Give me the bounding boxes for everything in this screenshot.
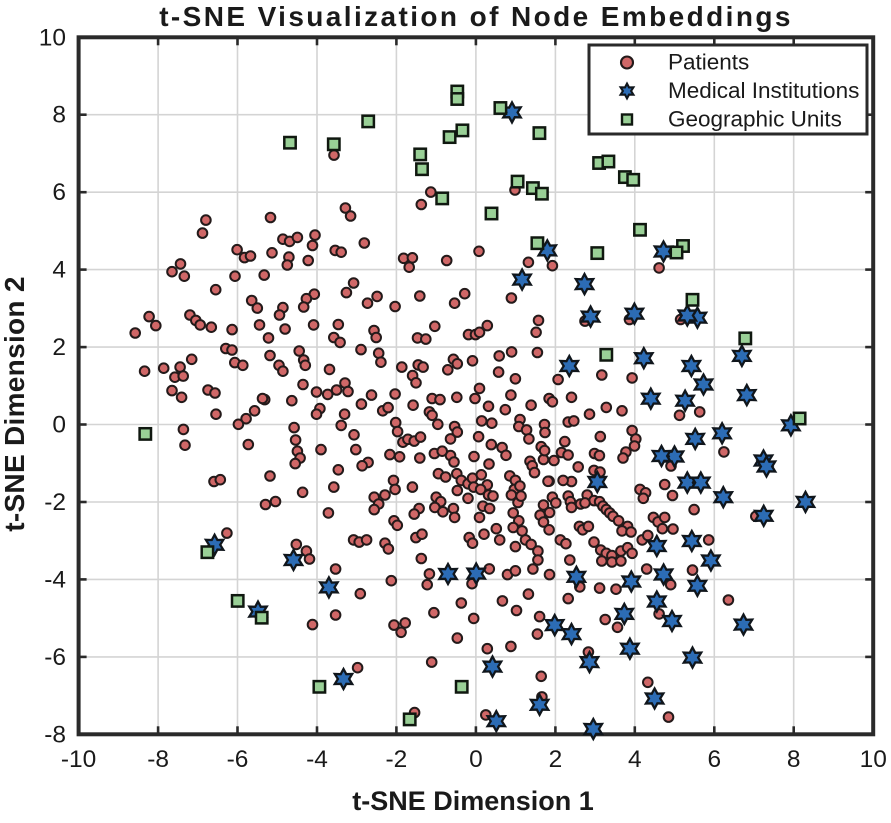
svg-text:6: 6 [707,746,721,773]
svg-text:-6: -6 [227,746,249,773]
svg-text:0: 0 [469,746,483,773]
svg-text:-2: -2 [386,746,408,773]
svg-text:4: 4 [628,746,642,773]
svg-text:2: 2 [52,334,66,361]
svg-text:t-SNE Visualization of Node Em: t-SNE Visualization of Node Embeddings [159,1,793,32]
svg-text:2: 2 [549,746,563,773]
svg-text:t-SNE Dimension 2: t-SNE Dimension 2 [0,276,30,532]
svg-text:Geographic Units: Geographic Units [668,107,842,132]
svg-text:-6: -6 [44,644,66,671]
svg-text:8: 8 [787,746,801,773]
svg-text:-8: -8 [147,746,169,773]
svg-text:Medical Institutions: Medical Institutions [668,78,859,103]
svg-text:-10: -10 [61,746,96,773]
svg-text:-2: -2 [44,489,66,516]
svg-text:-8: -8 [44,721,66,748]
svg-text:10: 10 [860,746,887,773]
svg-text:t-SNE Dimension 1: t-SNE Dimension 1 [352,786,594,816]
svg-text:6: 6 [52,179,66,206]
svg-text:-4: -4 [44,566,66,593]
svg-text:10: 10 [39,24,66,51]
svg-text:0: 0 [52,412,66,439]
svg-text:Patients: Patients [668,50,749,75]
svg-text:8: 8 [52,102,66,129]
svg-text:4: 4 [52,257,66,284]
svg-text:-4: -4 [306,746,328,773]
